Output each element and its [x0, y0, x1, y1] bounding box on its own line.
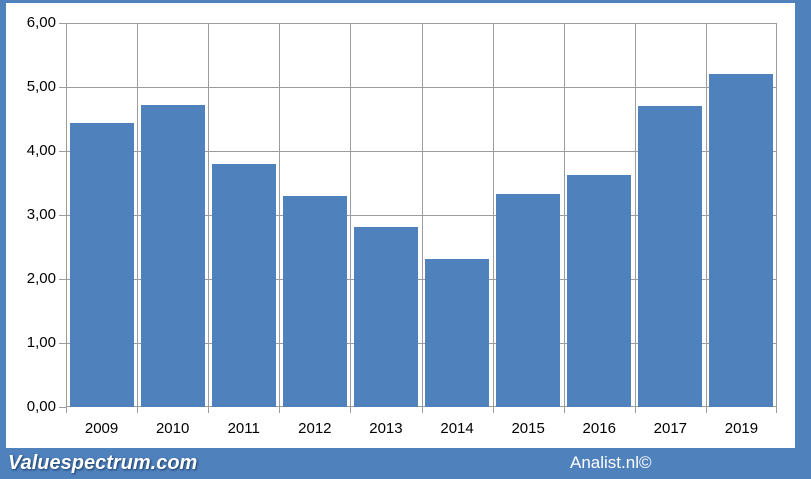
vertical-gridline	[776, 23, 777, 407]
x-tick-label: 2013	[369, 420, 403, 437]
x-tick-label: 2010	[155, 420, 190, 437]
bar-2012	[283, 196, 347, 407]
y-tick-label: 1,00	[26, 334, 56, 351]
y-tick-label: 3,00	[26, 206, 56, 223]
bar-2011	[212, 164, 276, 407]
x-tick-mark	[706, 407, 707, 413]
x-tick-mark	[493, 407, 494, 413]
y-tick-mark	[59, 215, 66, 216]
footer-band: Valuespectrum.com Analist.nl©	[0, 448, 811, 479]
y-tick-label: 4,00	[26, 142, 56, 159]
x-tick-label: 2017	[653, 420, 688, 437]
x-axis-line	[66, 406, 777, 407]
vertical-gridline	[564, 23, 565, 407]
x-tick-mark	[564, 407, 565, 413]
x-tick-mark	[137, 407, 138, 413]
bar-2009	[70, 123, 134, 407]
vertical-gridline	[422, 23, 423, 407]
x-tick-label: 2016	[582, 420, 616, 437]
horizontal-gridline	[66, 279, 777, 280]
y-tick-mark	[59, 23, 66, 24]
vertical-gridline	[208, 23, 209, 407]
plot-area	[66, 23, 777, 407]
y-tick-label: 2,00	[26, 270, 56, 287]
vertical-gridline	[350, 23, 351, 407]
horizontal-gridline	[66, 215, 777, 216]
y-tick-label: 0,00	[26, 398, 56, 415]
y-tick-mark	[59, 279, 66, 280]
x-tick-mark	[66, 407, 67, 413]
y-tick-mark	[59, 151, 66, 152]
vertical-gridline	[493, 23, 494, 407]
x-tick-label: 2014	[440, 420, 474, 437]
valuespectrum-logo-text: Valuespectrum.com	[8, 452, 198, 474]
analist-credit-text: Analist.nl©	[570, 453, 652, 472]
y-tick-label: 6,00	[26, 14, 56, 31]
horizontal-gridline	[66, 23, 777, 24]
bar-2016	[567, 175, 631, 407]
y-axis-line	[66, 23, 67, 407]
bar-2019	[709, 74, 773, 407]
x-tick-label: 2012	[298, 420, 332, 437]
y-tick-label: 5,00	[26, 78, 56, 95]
bar-2014	[425, 259, 489, 407]
horizontal-gridline	[66, 343, 777, 344]
bar-2010	[141, 105, 205, 407]
x-tick-mark	[422, 407, 423, 413]
x-tick-mark	[279, 407, 280, 413]
bar-2013	[354, 227, 418, 407]
vertical-gridline	[279, 23, 280, 407]
x-tick-label: 2009	[84, 420, 119, 437]
y-tick-mark	[59, 407, 66, 408]
bar-2015	[496, 194, 560, 407]
x-tick-mark	[208, 407, 209, 413]
vertical-gridline	[706, 23, 707, 407]
vertical-gridline	[137, 23, 138, 407]
bar-2017	[638, 106, 702, 407]
x-tick-mark	[350, 407, 351, 413]
y-tick-mark	[59, 87, 66, 88]
y-tick-mark	[59, 343, 66, 344]
x-tick-label: 2019	[724, 420, 759, 437]
horizontal-gridline	[66, 151, 777, 152]
x-tick-mark	[635, 407, 636, 413]
x-tick-label: 2011	[227, 420, 260, 437]
horizontal-gridline	[66, 87, 777, 88]
chart-background: 6,00 5,00 4,00 3,00 2,00 1,00 0,00 2009 2010 201…	[6, 3, 795, 448]
x-tick-label: 2015	[511, 420, 545, 437]
vertical-gridline	[635, 23, 636, 407]
x-tick-mark	[776, 407, 777, 413]
